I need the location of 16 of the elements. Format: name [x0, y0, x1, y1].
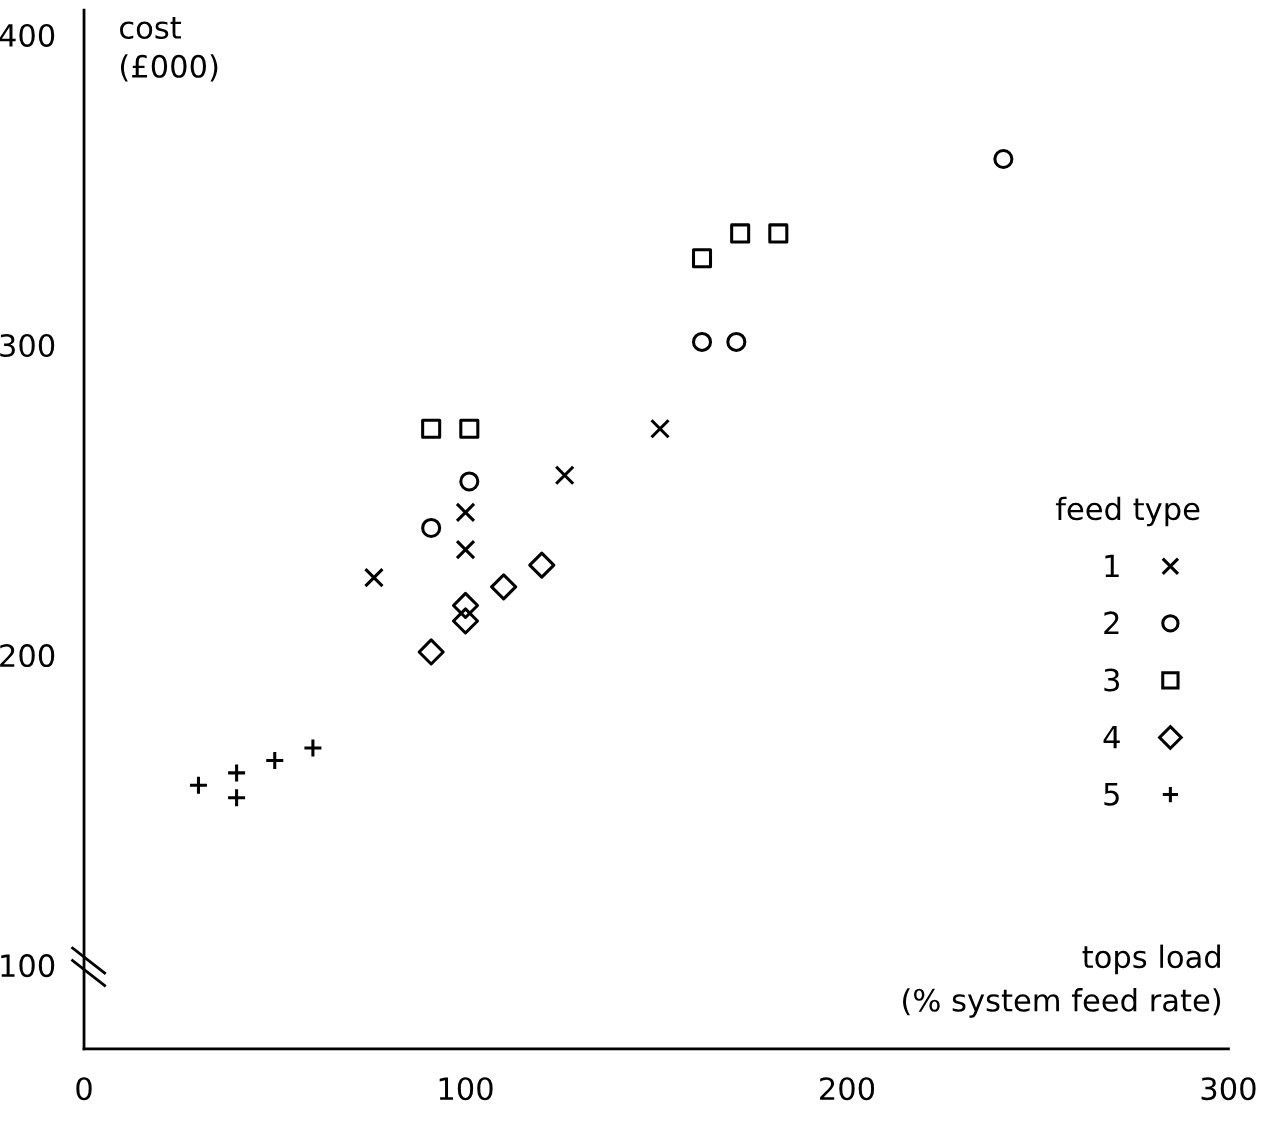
legend-title: feed type	[1055, 496, 1200, 527]
x-tick-label: 0	[76, 1077, 92, 1101]
y-tick-label: 100	[1, 954, 55, 978]
legend-label: 3	[1104, 668, 1120, 692]
y-tick-label: 300	[0, 333, 55, 358]
x-axis-title: tops load (% system feed rate)	[903, 944, 1221, 1018]
legend-label: 2	[1104, 611, 1119, 635]
y-tick-label: 400	[0, 23, 55, 48]
x-tick-label: 200	[820, 1077, 875, 1101]
y-axis-title: cost (£000)	[120, 17, 218, 82]
legend-label: 4	[1103, 725, 1120, 749]
x-tick-label: 100	[439, 1077, 493, 1101]
y-tick-label: 200	[0, 644, 55, 668]
legend-label: 1	[1105, 554, 1119, 577]
legend-label: 5	[1104, 782, 1119, 806]
x-tick-label: 300	[1201, 1077, 1256, 1101]
